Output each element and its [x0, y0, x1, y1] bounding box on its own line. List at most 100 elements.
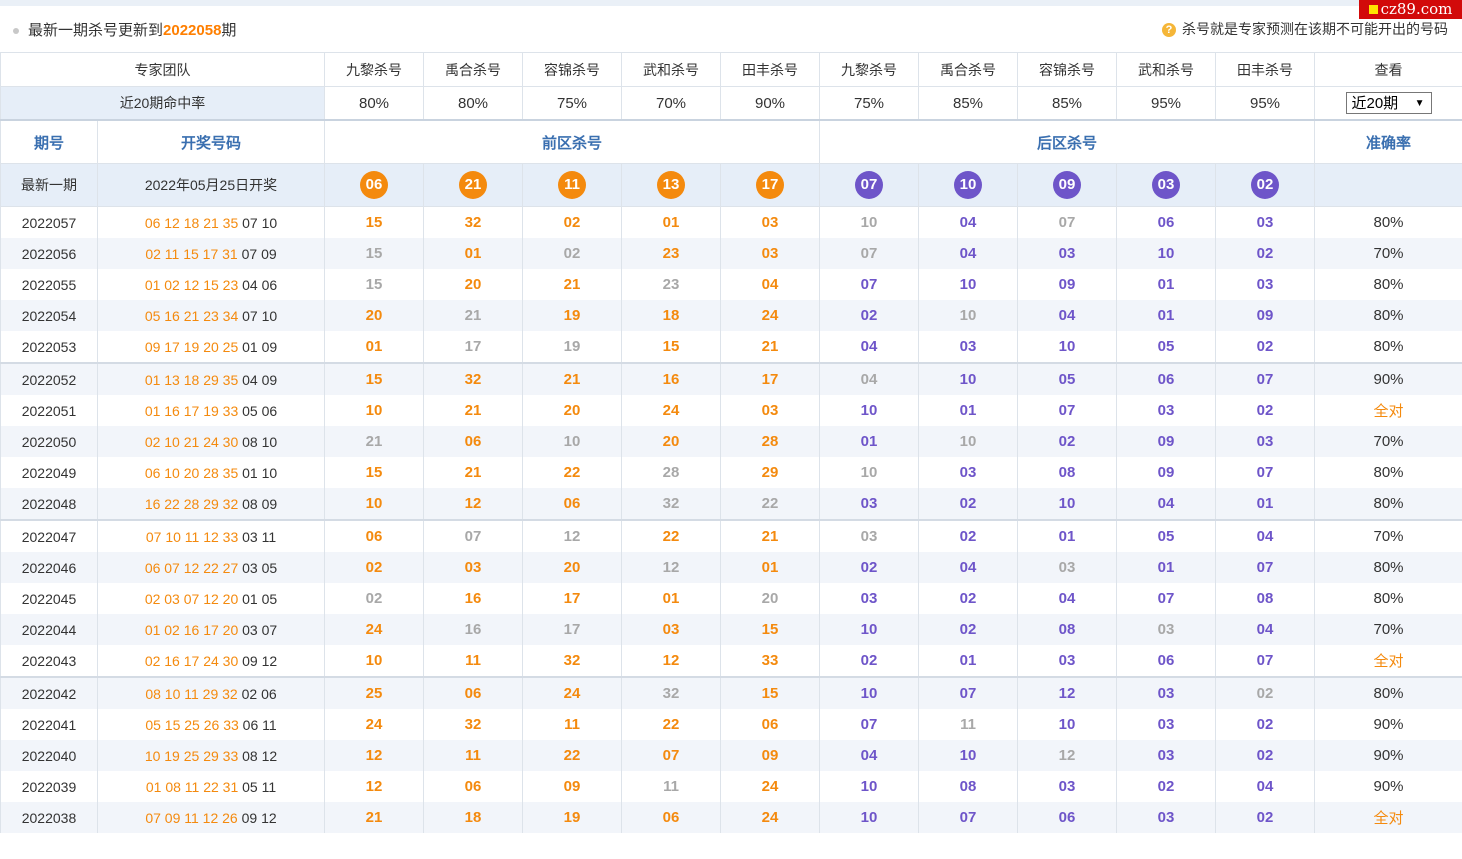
front-kill-number: 32: [563, 652, 581, 669]
back-kill-number: 09: [1157, 464, 1175, 481]
kill-cell: 09: [720, 740, 820, 771]
back-kill-number: 03: [959, 338, 977, 355]
issue-number: 2022051: [0, 395, 98, 426]
top-strip: [0, 0, 1462, 6]
back-kill-number: 03: [1256, 214, 1274, 231]
kill-cell: 08: [1017, 614, 1117, 645]
accuracy-value: 80%: [1314, 583, 1462, 614]
back-kill-number: 09: [1256, 307, 1274, 324]
back-kill-number: 05: [1157, 338, 1175, 355]
kill-cell: 01: [1116, 552, 1216, 583]
front-kill-ball: 21: [459, 171, 487, 199]
kill-cell: 02: [1215, 238, 1315, 269]
front-draw-numbers: 09 17 19 20 25: [144, 338, 239, 355]
back-kill-number: 02: [1256, 716, 1274, 733]
back-kill-number: 03: [1157, 809, 1175, 826]
back-kill-number: 02: [1256, 809, 1274, 826]
table-row: 2022046 06 07 12 22 27 03 05 02 03 20 12 01 02 0…: [0, 552, 1462, 583]
back-kill-number: 06: [1058, 809, 1076, 826]
front-kill-number: 01: [662, 590, 680, 607]
back-kill-number: 07: [860, 276, 878, 293]
front-kill-number: 12: [365, 778, 383, 795]
kill-cell: 01: [1017, 519, 1117, 552]
front-kill-number: 21: [761, 338, 779, 355]
front-kill-number: 21: [464, 402, 482, 419]
draw-numbers: 08 10 11 29 32 02 06: [97, 676, 325, 709]
draw-numbers: 06 07 12 22 27 03 05: [97, 552, 325, 583]
back-kill-number: 10: [860, 402, 878, 419]
front-kill-number: 06: [761, 716, 779, 733]
expert-name: 武和杀号: [1116, 52, 1216, 87]
kill-cell: 01: [621, 583, 721, 614]
front-kill-number: 32: [662, 495, 680, 512]
draw-numbers: 05 15 25 26 33 06 11: [97, 709, 325, 740]
help-icon[interactable]: ?: [1162, 23, 1176, 37]
back-kill-number: 08: [1256, 590, 1274, 607]
accuracy-value: 80%: [1314, 269, 1462, 300]
ball-cell: 07: [819, 163, 919, 207]
hit-rate-value: 95%: [1215, 86, 1315, 121]
bullet-icon: [13, 28, 19, 34]
back-kill-number: 01: [1058, 528, 1076, 545]
site-logo[interactable]: cz89.com: [1359, 0, 1462, 19]
front-draw-numbers: 07 09 11 12 26: [145, 809, 238, 826]
hit-rate-value: 80%: [423, 86, 523, 121]
front-kill-number: 02: [563, 245, 581, 262]
latest-issue-row: 最新一期 2022年05月25日开奖 06 21 11 13 17 07 10 …: [0, 163, 1462, 207]
back-kill-number: 10: [959, 371, 977, 388]
draw-numbers: 01 13 18 29 35 04 09: [97, 362, 325, 395]
kill-cell: 22: [522, 740, 622, 771]
kill-cell: 10: [819, 457, 919, 488]
period-select[interactable]: 近20期 ▼: [1345, 92, 1432, 114]
draw-numbers: 02 03 07 12 20 01 05: [97, 583, 325, 614]
kill-cell: 01: [324, 331, 424, 363]
kill-cell: 07: [423, 519, 523, 552]
kill-cell: 02: [522, 238, 622, 269]
front-kill-ball: 06: [360, 171, 388, 199]
back-kill-number: 10: [860, 809, 878, 826]
kill-cell: 03: [1116, 740, 1216, 771]
front-kill-number: 01: [662, 214, 680, 231]
ball-cell: 11: [522, 163, 622, 207]
issue-number: 2022052: [0, 362, 98, 395]
kill-cell: 24: [324, 709, 424, 740]
back-kill-number: 02: [1256, 747, 1274, 764]
kill-cell: 28: [720, 426, 820, 457]
back-kill-number: 06: [1157, 371, 1175, 388]
kill-cell: 10: [819, 676, 919, 709]
back-draw-numbers: 03 07: [242, 621, 278, 638]
back-kill-number: 04: [959, 214, 977, 231]
kill-cell: 10: [819, 771, 919, 802]
kill-cell: 02: [918, 488, 1018, 520]
ball-cell: 02: [1215, 163, 1315, 207]
back-kill-number: 02: [1256, 685, 1274, 702]
kill-cell: 03: [423, 552, 523, 583]
front-kill-number: 07: [662, 747, 680, 764]
back-kill-number: 03: [1157, 747, 1175, 764]
kill-cell: 03: [1215, 269, 1315, 300]
back-kill-number: 10: [1058, 338, 1076, 355]
kill-cell: 15: [720, 676, 820, 709]
front-kill-header: 前区杀号: [324, 119, 820, 164]
kill-cell: 22: [522, 457, 622, 488]
kill-cell: 07: [918, 802, 1018, 833]
kill-cell: 07: [918, 676, 1018, 709]
table-row: 2022048 16 22 28 29 32 08 09 10 12 06 32 22 03 0…: [0, 488, 1462, 520]
kill-cell: 03: [918, 457, 1018, 488]
kill-cell: 18: [423, 802, 523, 833]
kill-cell: 10: [918, 269, 1018, 300]
kill-cell: 01: [720, 552, 820, 583]
issue-number: 2022039: [0, 771, 98, 802]
kill-cell: 12: [423, 488, 523, 520]
front-kill-number: 16: [464, 590, 482, 607]
kill-cell: 02: [324, 583, 424, 614]
kill-number-tip: ? 杀号就是专家预测在该期不可能开出的号码: [1162, 19, 1448, 39]
kill-cell: 06: [423, 771, 523, 802]
back-kill-number: 01: [1157, 276, 1175, 293]
table-row: 2022050 02 10 21 24 30 08 10 21 06 10 20 28 01 1…: [0, 426, 1462, 457]
front-kill-number: 21: [464, 307, 482, 324]
back-kill-number: 04: [959, 245, 977, 262]
hit-rate-value: 75%: [522, 86, 622, 121]
latest-draw-date: 2022年05月25日开奖: [97, 163, 325, 207]
draw-numbers: 02 10 21 24 30 08 10: [97, 426, 325, 457]
